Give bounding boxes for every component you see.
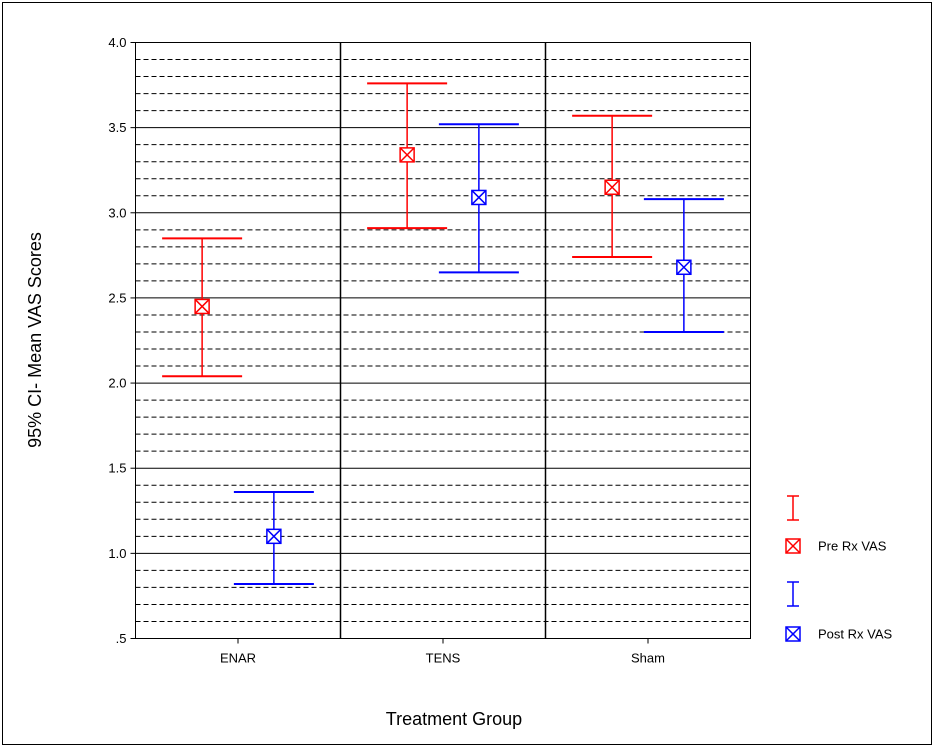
major-gridlines [135, 42, 751, 639]
y-tick-label: .5 [116, 631, 127, 646]
mean-marker [194, 298, 210, 315]
legend-label: Post Rx VAS [818, 627, 893, 642]
legend-marker [785, 538, 801, 554]
y-tick-label: 2.5 [108, 290, 126, 305]
minor-gridlines [135, 59, 751, 622]
error-bar [233, 491, 314, 586]
legend-marker-cross [785, 538, 801, 554]
x-tick-label: TENS [426, 651, 461, 666]
plot-area [135, 42, 751, 639]
error-bar [438, 123, 519, 274]
series-layer [162, 82, 724, 586]
error-bar [162, 237, 243, 378]
mean-marker [399, 147, 415, 163]
error-bar [572, 114, 653, 259]
y-tick-label: 3.0 [108, 205, 126, 220]
mean-marker [471, 189, 487, 206]
mean-marker-cross [676, 259, 692, 275]
y-tick-label: 1.5 [108, 461, 126, 476]
y-axis-title: 95% CI- Mean VAS Scores [25, 232, 45, 448]
mean-marker [604, 179, 620, 195]
y-axis-ticks: .5 1.0 1.5 2.0 2.5 3.0 3.5 4.0 [108, 35, 136, 646]
legend-ci-symbol [787, 581, 799, 607]
y-tick-label: 3.5 [108, 120, 126, 135]
mean-marker-cross [604, 179, 620, 195]
mean-marker [676, 259, 692, 276]
legend-marker-cross [785, 626, 801, 642]
x-axis-title: Treatment Group [386, 709, 522, 729]
y-tick-label: 2.0 [108, 376, 126, 391]
mean-marker-cross [266, 528, 282, 544]
x-tick-label: Sham [631, 651, 665, 666]
mean-marker-cross [399, 147, 415, 163]
y-tick-label: 1.0 [108, 546, 126, 561]
y-tick-label: 4.0 [108, 35, 126, 50]
mean-marker [266, 528, 282, 545]
x-axis-ticks: ENAR TENS Sham [220, 638, 665, 666]
mean-marker-cross [471, 189, 487, 205]
legend-label: Pre Rx VAS [818, 539, 887, 554]
legend: Pre Rx VAS Post Rx VAS [785, 495, 893, 642]
x-tick-label: ENAR [220, 651, 256, 666]
legend-marker [785, 626, 801, 642]
mean-marker-cross [194, 298, 210, 314]
error-bar [643, 198, 724, 333]
error-bar [367, 82, 448, 230]
legend-ci-symbol [787, 495, 799, 521]
